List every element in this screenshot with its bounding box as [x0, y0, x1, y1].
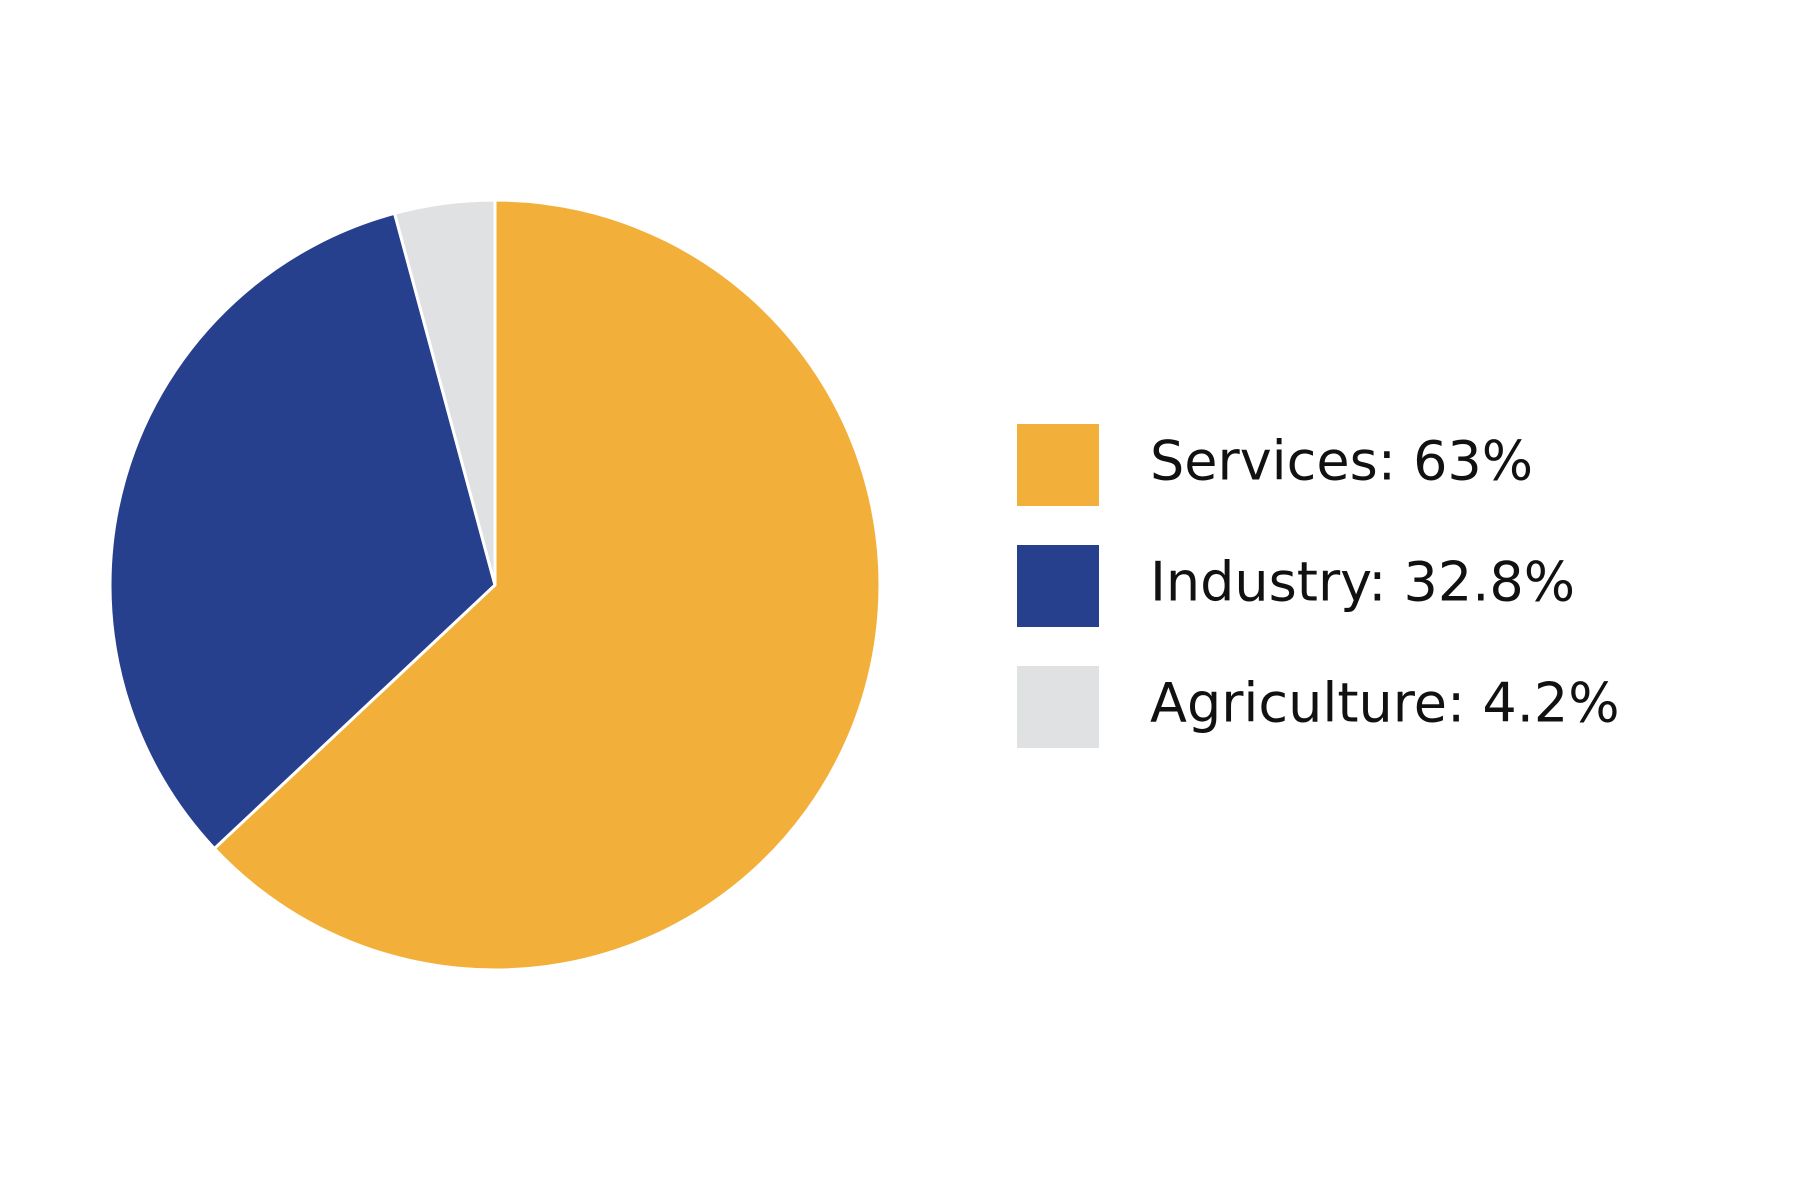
pie-slice	[108, 211, 497, 851]
legend-label: Agriculture: 4.2%	[1150, 672, 1620, 735]
pie-slice	[392, 198, 497, 586]
legend-swatch	[1017, 666, 1099, 748]
legend-swatch	[1017, 424, 1099, 506]
legend-swatch	[1017, 545, 1099, 627]
legend-label: Industry: 32.8%	[1150, 551, 1575, 614]
legend-label: Services: 63%	[1150, 430, 1533, 493]
pie-slice	[212, 198, 882, 972]
